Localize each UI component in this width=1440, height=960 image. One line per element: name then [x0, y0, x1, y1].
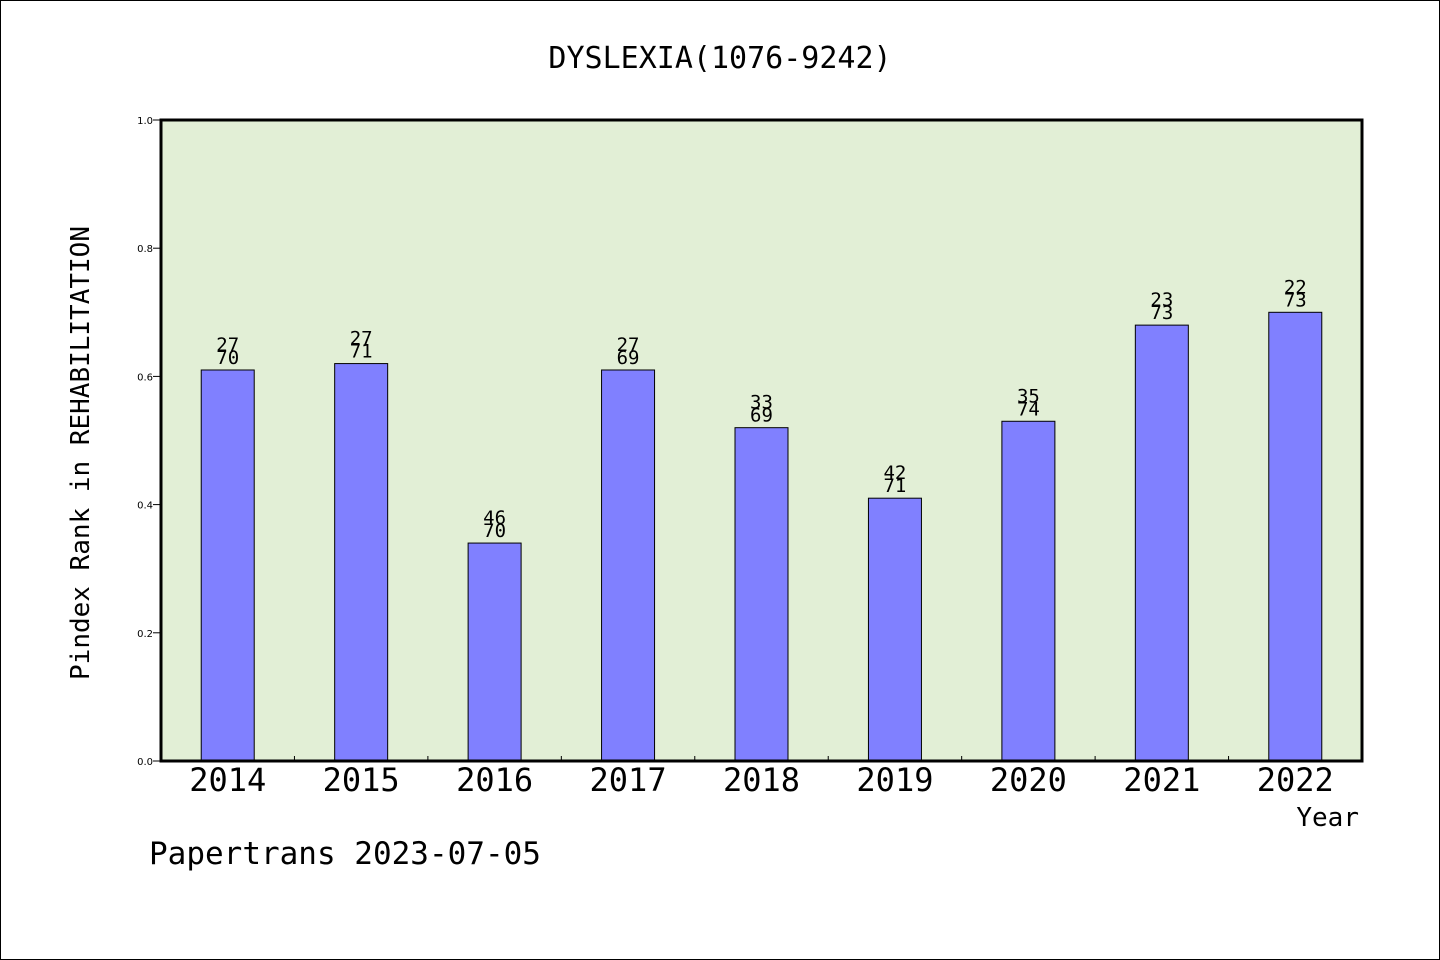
bars-group — [200, 311, 1323, 762]
total-label: 69 — [750, 405, 773, 427]
rank-label: 27 — [617, 334, 640, 356]
x-axis: 2014 2015 2016 2017 2018 2019 2020 2021 2022 — [189, 756, 1334, 799]
bar-2015 — [334, 363, 389, 762]
bar-2019 — [867, 497, 922, 762]
x-tick-label: 2016 — [456, 761, 533, 799]
bar-2014 — [200, 369, 255, 762]
bar-2020 — [1001, 420, 1056, 762]
total-label: 70 — [483, 520, 506, 542]
y-tick-label: 0.6 — [137, 372, 153, 383]
bar-2018 — [734, 427, 789, 762]
total-label: 69 — [617, 347, 640, 369]
total-label: 70 — [216, 347, 239, 369]
bar-2016 — [467, 542, 522, 762]
total-label: 73 — [1150, 302, 1173, 324]
total-label: 73 — [1284, 289, 1307, 311]
y-tick-label: 0.4 — [137, 501, 153, 512]
y-tick-label: 0.0 — [137, 757, 153, 768]
rank-label: 23 — [1150, 289, 1173, 311]
x-tick-label: 2015 — [323, 761, 400, 799]
bar-2017 — [601, 369, 656, 762]
y-tick-label: 0.8 — [137, 244, 153, 255]
chart-title: DYSLEXIA(1076-9242) — [548, 41, 891, 76]
x-tick-label: 2021 — [1123, 761, 1200, 799]
rank-label: 46 — [483, 507, 506, 529]
plot-frame — [159, 118, 1364, 763]
rank-label: 27 — [216, 334, 239, 356]
x-tick-label: 2018 — [723, 761, 800, 799]
rank-label: 27 — [350, 328, 373, 350]
bar-2021 — [1134, 324, 1189, 762]
x-tick-label: 2017 — [590, 761, 667, 799]
y-tick-label: 0.2 — [137, 629, 153, 640]
y-axis-label: Pindex Rank in REHABILITATION — [66, 226, 96, 680]
rank-label: 22 — [1284, 276, 1307, 298]
x-tick-label: 2014 — [189, 761, 266, 799]
x-tick-label: 2020 — [990, 761, 1067, 799]
total-label: 71 — [883, 475, 906, 497]
x-tick-label: 2019 — [856, 761, 933, 799]
footer-text: Papertrans 2023-07-05 — [149, 836, 541, 872]
x-tick-label: 2022 — [1257, 761, 1334, 799]
total-label: 71 — [350, 341, 373, 363]
x-axis-label: Year — [1296, 803, 1359, 833]
rank-label: 42 — [883, 462, 906, 484]
rank-label: 35 — [1017, 385, 1040, 407]
total-label: 74 — [1017, 398, 1040, 420]
y-axis: 0.0 0.2 0.4 0.6 0.8 1.0 — [137, 116, 161, 768]
rank-label: 33 — [750, 392, 773, 414]
bar-2022 — [1268, 311, 1323, 762]
y-tick-label: 1.0 — [137, 116, 153, 127]
